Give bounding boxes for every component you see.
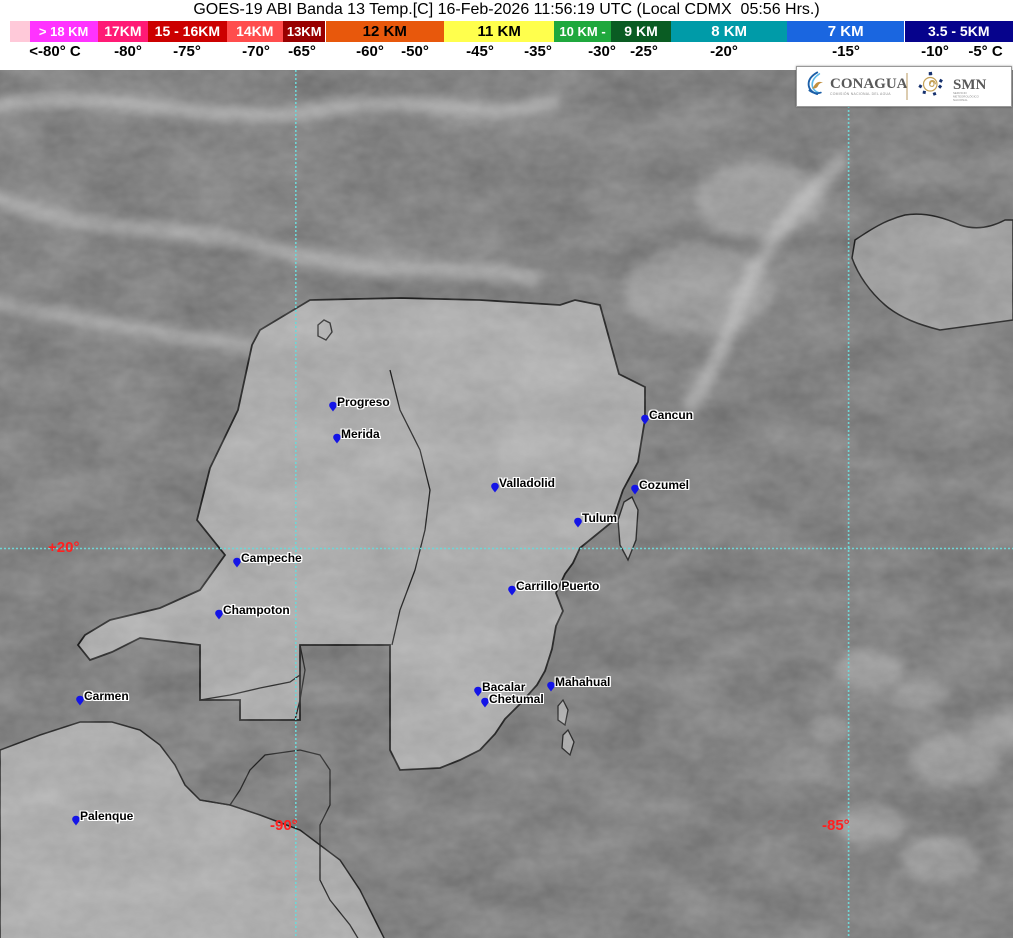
svg-text:CONAGUA: CONAGUA: [830, 76, 908, 92]
svg-text:NACIONAL: NACIONAL: [953, 98, 968, 102]
svg-text:COMISIÓN NACIONAL DEL AGUA: COMISIÓN NACIONAL DEL AGUA: [830, 91, 891, 96]
